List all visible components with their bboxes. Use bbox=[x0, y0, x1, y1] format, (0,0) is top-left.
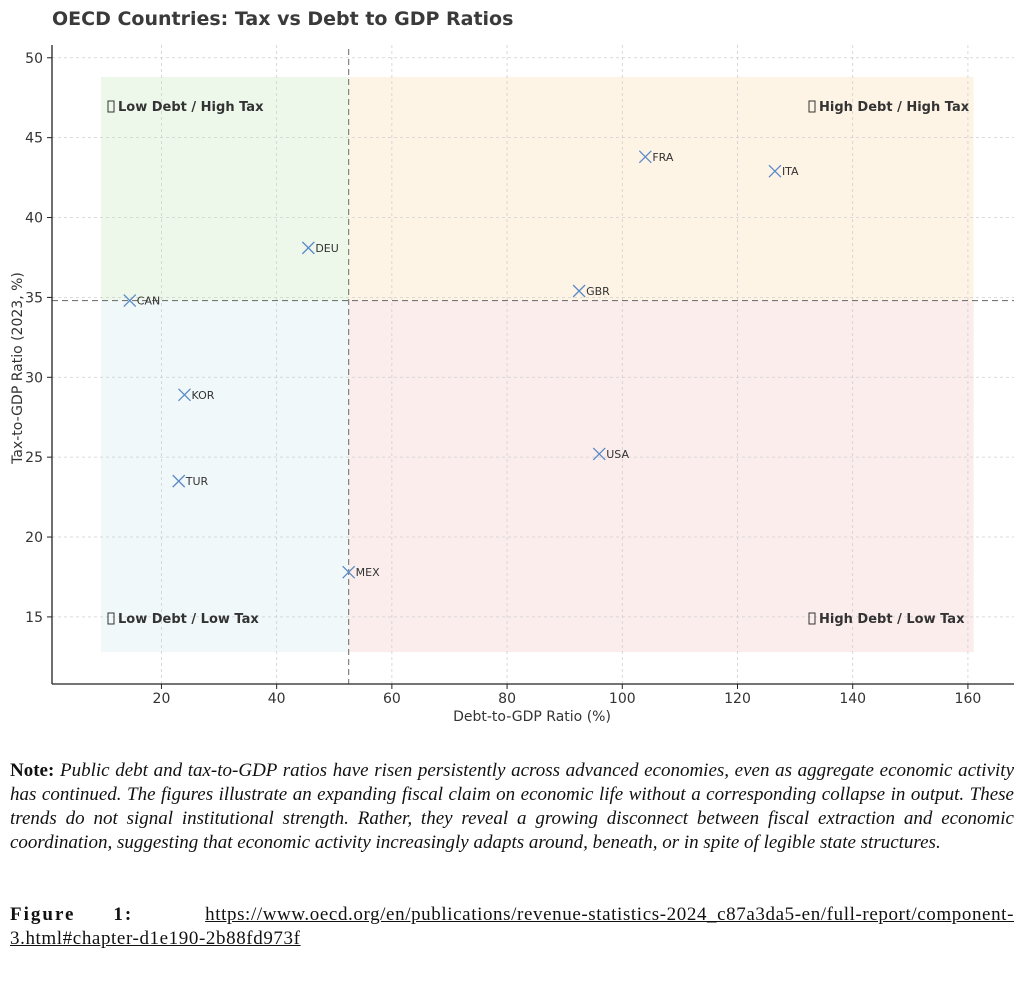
missing-glyph-icon bbox=[808, 100, 816, 113]
quadrant-backgrounds bbox=[100, 76, 974, 653]
x-marker bbox=[572, 284, 586, 298]
quadrant-label-high-debt-low-tax: High Debt / Low Tax bbox=[808, 612, 965, 627]
data-point-can: CAN bbox=[123, 294, 160, 308]
quadrant-high-debt-high-tax bbox=[348, 76, 974, 301]
point-label: FRA bbox=[652, 151, 674, 164]
quadrant-label-low-debt-low-tax: Low Debt / Low Tax bbox=[107, 612, 259, 627]
x-tick-label: 100 bbox=[609, 691, 636, 707]
x-tick-label: 40 bbox=[268, 691, 286, 707]
y-tick-label: 15 bbox=[25, 610, 43, 626]
point-label: GBR bbox=[586, 285, 610, 298]
point-label: MEX bbox=[356, 566, 380, 579]
quadrant-high-debt-low-tax bbox=[348, 300, 974, 653]
y-tick-label: 40 bbox=[25, 211, 43, 227]
y-tick-label: 45 bbox=[25, 131, 43, 147]
figure-label: Figure 1: bbox=[10, 904, 134, 925]
data-point-gbr: GBR bbox=[572, 284, 610, 298]
point-label: USA bbox=[606, 448, 629, 461]
quadrant-label-text: High Debt / High Tax bbox=[819, 100, 970, 115]
x-tick-label: 120 bbox=[724, 691, 751, 707]
quadrant-label-text: High Debt / Low Tax bbox=[819, 612, 965, 627]
data-point-kor: KOR bbox=[178, 388, 215, 402]
x-tick-label: 140 bbox=[839, 691, 866, 707]
x-marker bbox=[178, 388, 191, 402]
quadrant-label-text: Low Debt / Low Tax bbox=[118, 612, 259, 627]
chart-title: OECD Countries: Tax vs Debt to GDP Ratio… bbox=[52, 8, 513, 30]
data-point-usa: USA bbox=[592, 447, 629, 461]
x-tick-label: 160 bbox=[955, 691, 982, 707]
quadrant-labels: Low Debt / High Tax High Debt / High Tax L… bbox=[107, 100, 970, 627]
point-label: CAN bbox=[137, 295, 160, 308]
x-marker bbox=[172, 474, 186, 488]
x-tick-label: 20 bbox=[153, 691, 171, 707]
note-lead: Note: bbox=[10, 760, 55, 781]
figure-caption: Figure 1: https://www.oecd.org/en/public… bbox=[10, 903, 1014, 951]
data-points: CAN DEU KOR TUR MEX FRA ITA GBR USA bbox=[123, 150, 799, 579]
point-label: KOR bbox=[191, 389, 214, 402]
quadrant-label-text: Low Debt / High Tax bbox=[118, 100, 264, 115]
y-axis-label: Tax-to-GDP Ratio (2023, %) bbox=[10, 272, 26, 465]
point-label: ITA bbox=[782, 165, 799, 178]
y-tick-label: 20 bbox=[25, 530, 43, 546]
y-tick-label: 35 bbox=[25, 290, 43, 306]
note-paragraph: Note: Public debt and tax-to-GDP ratios … bbox=[10, 759, 1014, 855]
quadrant-low-debt-low-tax bbox=[100, 300, 349, 653]
point-label: TUR bbox=[185, 475, 209, 488]
data-point-mex: MEX bbox=[342, 565, 380, 579]
y-tick-label: 30 bbox=[25, 370, 43, 386]
x-marker bbox=[301, 241, 315, 255]
tick-labels: 20 40 60 80 100 120 140 160 15 20 25 30 35 40 45 50 bbox=[25, 51, 981, 707]
quadrant-low-debt-high-tax bbox=[100, 76, 349, 301]
data-point-deu: DEU bbox=[301, 241, 339, 255]
scatter-chart: OECD Countries: Tax vs Debt to GDP Ratio… bbox=[10, 8, 1014, 725]
missing-glyph-icon bbox=[808, 612, 816, 625]
x-marker bbox=[592, 447, 606, 461]
missing-glyph-icon bbox=[107, 612, 115, 625]
x-tick-label: 60 bbox=[383, 691, 401, 707]
x-axis-label: Debt-to-GDP Ratio (%) bbox=[453, 709, 611, 725]
grid bbox=[52, 45, 1014, 684]
y-tick-label: 25 bbox=[25, 450, 43, 466]
quadrant-label-low-debt-high-tax: Low Debt / High Tax bbox=[107, 100, 264, 115]
missing-glyph-icon bbox=[107, 100, 115, 113]
x-marker bbox=[342, 565, 356, 579]
axes bbox=[51, 45, 1014, 685]
x-marker bbox=[123, 294, 137, 308]
x-marker bbox=[638, 150, 652, 164]
x-tick-label: 80 bbox=[498, 691, 516, 707]
data-point-ita: ITA bbox=[768, 164, 799, 178]
quadrant-label-high-debt-high-tax: High Debt / High Tax bbox=[808, 100, 970, 115]
figure-source-link[interactable]: https://www.oecd.org/en/publications/rev… bbox=[10, 904, 1014, 949]
y-tick-label: 50 bbox=[25, 51, 43, 67]
point-label: DEU bbox=[315, 242, 338, 255]
x-marker bbox=[768, 164, 782, 178]
note-body: Public debt and tax-to-GDP ratios have r… bbox=[10, 760, 1014, 853]
reference-lines bbox=[52, 49, 1014, 684]
data-point-tur: TUR bbox=[172, 474, 209, 488]
data-point-fra: FRA bbox=[638, 150, 674, 164]
